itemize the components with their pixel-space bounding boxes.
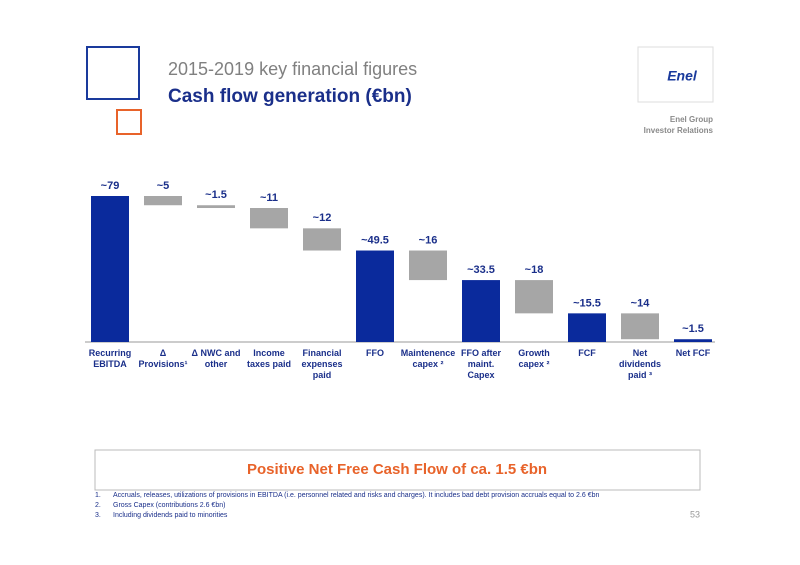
value-label: ~1.5 bbox=[205, 189, 227, 201]
x-tick-label: Maintenence capex ² bbox=[400, 348, 456, 369]
callout-box bbox=[94, 449, 701, 491]
bar bbox=[621, 313, 659, 340]
value-label: ~79 bbox=[101, 180, 120, 192]
footnote-number: 1. bbox=[95, 492, 101, 499]
footnote-text: Accruals, releases, utilizations of prov… bbox=[113, 492, 600, 499]
value-label: ~33.5 bbox=[467, 264, 495, 276]
value-label: ~49.5 bbox=[361, 234, 389, 246]
value-label: ~18 bbox=[525, 264, 544, 276]
bar bbox=[250, 208, 288, 229]
value-label: ~1.5 bbox=[682, 323, 704, 335]
page-number: 53 bbox=[690, 509, 700, 519]
footnote-number: 2. bbox=[95, 502, 101, 509]
x-tick-label: Δ Provisions¹ bbox=[138, 348, 188, 369]
x-tick-label: Δ NWC and other bbox=[191, 348, 241, 369]
x-tick-label: Net dividends paid ³ bbox=[618, 348, 661, 380]
value-label: ~12 bbox=[313, 212, 332, 224]
bar bbox=[568, 313, 606, 342]
bar bbox=[515, 280, 553, 314]
value-label: ~14 bbox=[631, 297, 651, 309]
bar bbox=[197, 205, 235, 209]
x-tick-label: FFO after maint. Capex bbox=[460, 348, 501, 380]
x-tick-label: Net FCF bbox=[675, 348, 711, 358]
x-tick-label: Financial expenses paid bbox=[301, 348, 343, 380]
callout: Positive Net Free Cash Flow of ca. 1.5 €… bbox=[247, 461, 547, 478]
value-label: ~11 bbox=[260, 192, 278, 204]
bar bbox=[91, 196, 129, 342]
value-label: ~5 bbox=[157, 180, 170, 192]
bar bbox=[409, 250, 447, 281]
x-tick-label: Recurring EBITDA bbox=[88, 348, 132, 369]
footnote-text: Including dividends paid to minorities bbox=[113, 512, 228, 519]
logo-box bbox=[637, 46, 714, 103]
title: 2015-2019 key financial figures bbox=[168, 59, 417, 79]
x-tick-label: FFO bbox=[366, 348, 384, 358]
department: Investor Relations bbox=[644, 126, 714, 135]
decor-square bbox=[86, 46, 140, 100]
bar bbox=[462, 280, 500, 342]
x-tick-label: FCF bbox=[578, 348, 596, 358]
bar bbox=[674, 339, 712, 342]
logo: Enel bbox=[667, 68, 698, 84]
footnote: 2. Gross Capex (contributions 2.6 €bn) bbox=[95, 502, 225, 509]
company: Enel Group bbox=[670, 115, 713, 124]
value-label: ~16 bbox=[419, 234, 438, 246]
subtitle: Cash flow generation (€bn) bbox=[168, 86, 412, 107]
bar bbox=[356, 250, 394, 342]
x-tick-label: Income taxes paid bbox=[246, 348, 292, 369]
footnote: 3. Including dividends paid to minorities bbox=[95, 512, 227, 519]
bar bbox=[144, 196, 182, 206]
footnote-number: 3. bbox=[95, 512, 101, 519]
footnote: 1. Accruals, releases, utilizations of pr… bbox=[95, 492, 599, 499]
x-tick-label: Growth capex ² bbox=[518, 348, 550, 369]
value-label: ~15.5 bbox=[573, 297, 601, 309]
footnote-text: Gross Capex (contributions 2.6 €bn) bbox=[113, 502, 226, 509]
bar bbox=[303, 228, 341, 251]
decor-square bbox=[116, 109, 142, 135]
